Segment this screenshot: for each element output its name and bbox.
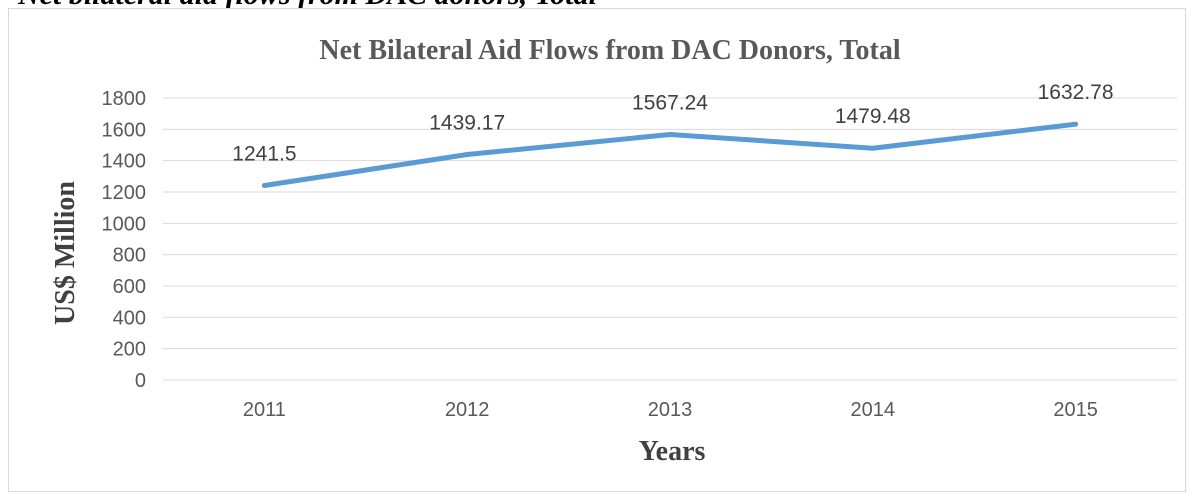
data-label: 1567.24	[632, 91, 708, 114]
y-tick-label: 600	[113, 276, 146, 298]
data-label: 1241.5	[232, 142, 296, 165]
x-axis-ticks: 2011 2012 2013 2014 2015	[243, 399, 1098, 421]
gridlines	[163, 97, 1177, 381]
data-point	[261, 182, 267, 188]
y-axis-label: US$ Million	[50, 181, 81, 325]
x-tick-label: 2015	[1053, 399, 1098, 421]
y-tick-label: 1200	[102, 182, 147, 204]
chart-title: Net Bilateral Aid Flows from DAC Donors,…	[319, 35, 900, 66]
y-tick-label: 200	[113, 339, 146, 361]
y-tick-label: 1000	[102, 213, 147, 235]
x-tick-label: 2014	[851, 399, 896, 421]
data-labels: 1241.5 1439.17 1567.24 1479.48 1632.78	[232, 81, 1113, 165]
y-tick-label: 400	[113, 307, 146, 329]
chart-area	[8, 8, 1186, 492]
y-tick-label: 1600	[102, 119, 147, 141]
x-tick-label: 2013	[648, 399, 693, 421]
x-tick-label: 2012	[445, 399, 490, 421]
x-axis-label: Years	[639, 436, 706, 467]
data-label: 1632.78	[1038, 81, 1114, 104]
y-tick-label: 1400	[102, 151, 147, 173]
y-tick-label: 1800	[102, 88, 147, 110]
x-tick-label: 2011	[243, 399, 286, 421]
data-label: 1479.48	[835, 105, 911, 128]
data-label: 1439.17	[429, 112, 505, 135]
data-point	[464, 152, 470, 158]
figure-caption-cut: Net bilateral aid flows from DAC donors,…	[18, 0, 597, 12]
data-point	[870, 145, 876, 151]
y-tick-label: 0	[135, 370, 146, 392]
series	[261, 121, 1079, 188]
y-axis-ticks: 0 200 400 600 800 1000 1200 1400 1600 1800	[102, 88, 147, 392]
data-point	[1073, 121, 1079, 127]
y-tick-label: 800	[113, 245, 146, 267]
data-point	[667, 131, 673, 137]
